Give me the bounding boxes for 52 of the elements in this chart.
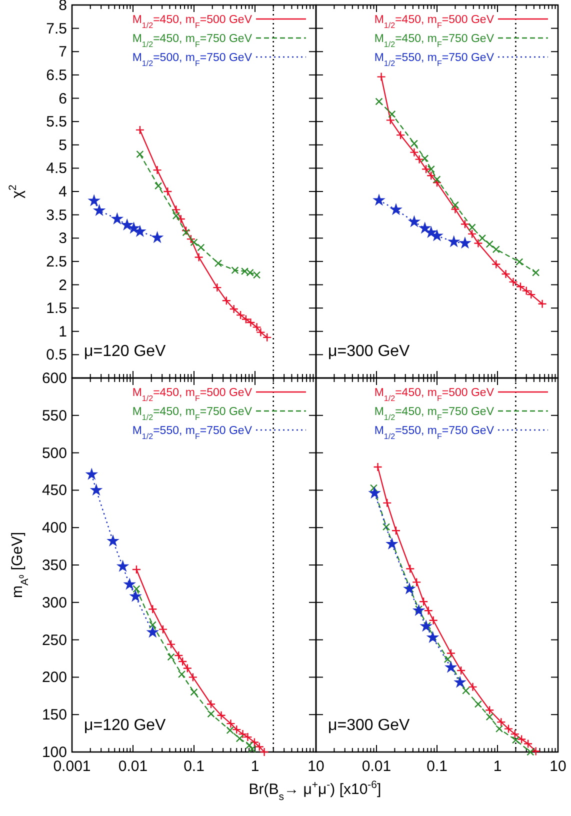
legend-label: M$_{1/2}$=500, m$_{F}$=750 GeV [132,52,252,68]
annotation: μ=300 GeV [328,717,410,734]
x-tick-label: 10 [550,758,566,775]
y-tick-label: 200 [42,669,67,686]
annotation: μ=300 GeV [328,343,410,360]
legend-label: M$_{1/2}$=450, m$_{F}$=500 GeV [132,387,252,402]
y-tick-label: 450 [42,482,67,500]
y-tick-label: 350 [42,557,67,574]
x-tick-label: 0.01 [362,758,392,775]
legend-label: M$_{1/2}$=450, m$_{F}$=750 GeV [374,33,494,48]
y-tick-label: 300 [42,594,67,612]
y-tick-label: 2 [58,276,67,294]
x-tick-label: 0.1 [426,758,448,775]
text: Br(B$_{s}$→ μ$^{+}$μ$^{-}$) [x10$^{-6}$] [248,779,382,803]
x-tick-label: 0.1 [184,758,204,775]
y-tick-label: 3 [58,230,67,248]
annotation: μ=120 GeV [84,343,166,360]
y-tick-label: 4 [58,184,67,200]
x-tick-label: 0.001 [53,758,91,775]
x-tick-label: 1 [250,758,260,775]
y-tick-label: 7.5 [46,20,67,38]
y-tick-label: 3.5 [46,206,67,224]
x-tick-label: 0.01 [118,758,148,775]
legend-label: M$_{1/2}$=450, m$_{F}$=500 GeV [132,14,252,30]
legend-label: M$_{1/2}$=550, m$_{F}$=750 GeV [374,52,494,68]
y-tick-label: 5.5 [46,114,67,131]
x-tick-label: 10 [308,758,324,775]
x-tick-label: 1 [493,758,502,775]
y-tick-label: 5 [58,136,67,154]
legend-label: M$_{1/2}$=450, m$_{F}$=750 GeV [132,406,252,422]
legend-label: M$_{1/2}$=450, m$_{F}$=500 GeV [374,14,494,30]
legend-label: M$_{1/2}$=450, m$_{F}$=750 GeV [132,33,252,48]
y-tick-label: 4.5 [46,160,67,178]
y-tick-label: 550 [42,407,67,424]
legend-label: M$_{1/2}$=450, m$_{F}$=500 GeV [374,387,494,402]
y-tick-label: 2.5 [46,253,67,270]
legend-label: M$_{1/2}$=550, m$_{F}$=750 GeV [374,425,494,440]
y-tick-label: 600 [42,370,67,387]
y-tick-label: 7 [58,44,67,61]
y-tick-label: 6 [58,90,67,108]
annotation: μ=120 GeV [84,717,166,734]
y-tick-label: 1.5 [46,300,67,318]
legend-label: M$_{1/2}$=450, m$_{F}$=750 GeV [374,406,494,422]
legend-label: M$_{1/2}$=550, m$_{F}$=750 GeV [132,425,252,440]
y-tick-label: 6.5 [46,66,67,84]
y-tick-label: 400 [42,520,67,537]
y-tick-label: 100 [42,744,67,761]
y-tick-label: 1 [58,323,67,340]
y-tick-label: 250 [42,632,67,649]
y-tick-label: 500 [42,444,67,462]
y-tick-label: 150 [42,706,67,724]
y-tick-label: 0.5 [46,346,67,364]
